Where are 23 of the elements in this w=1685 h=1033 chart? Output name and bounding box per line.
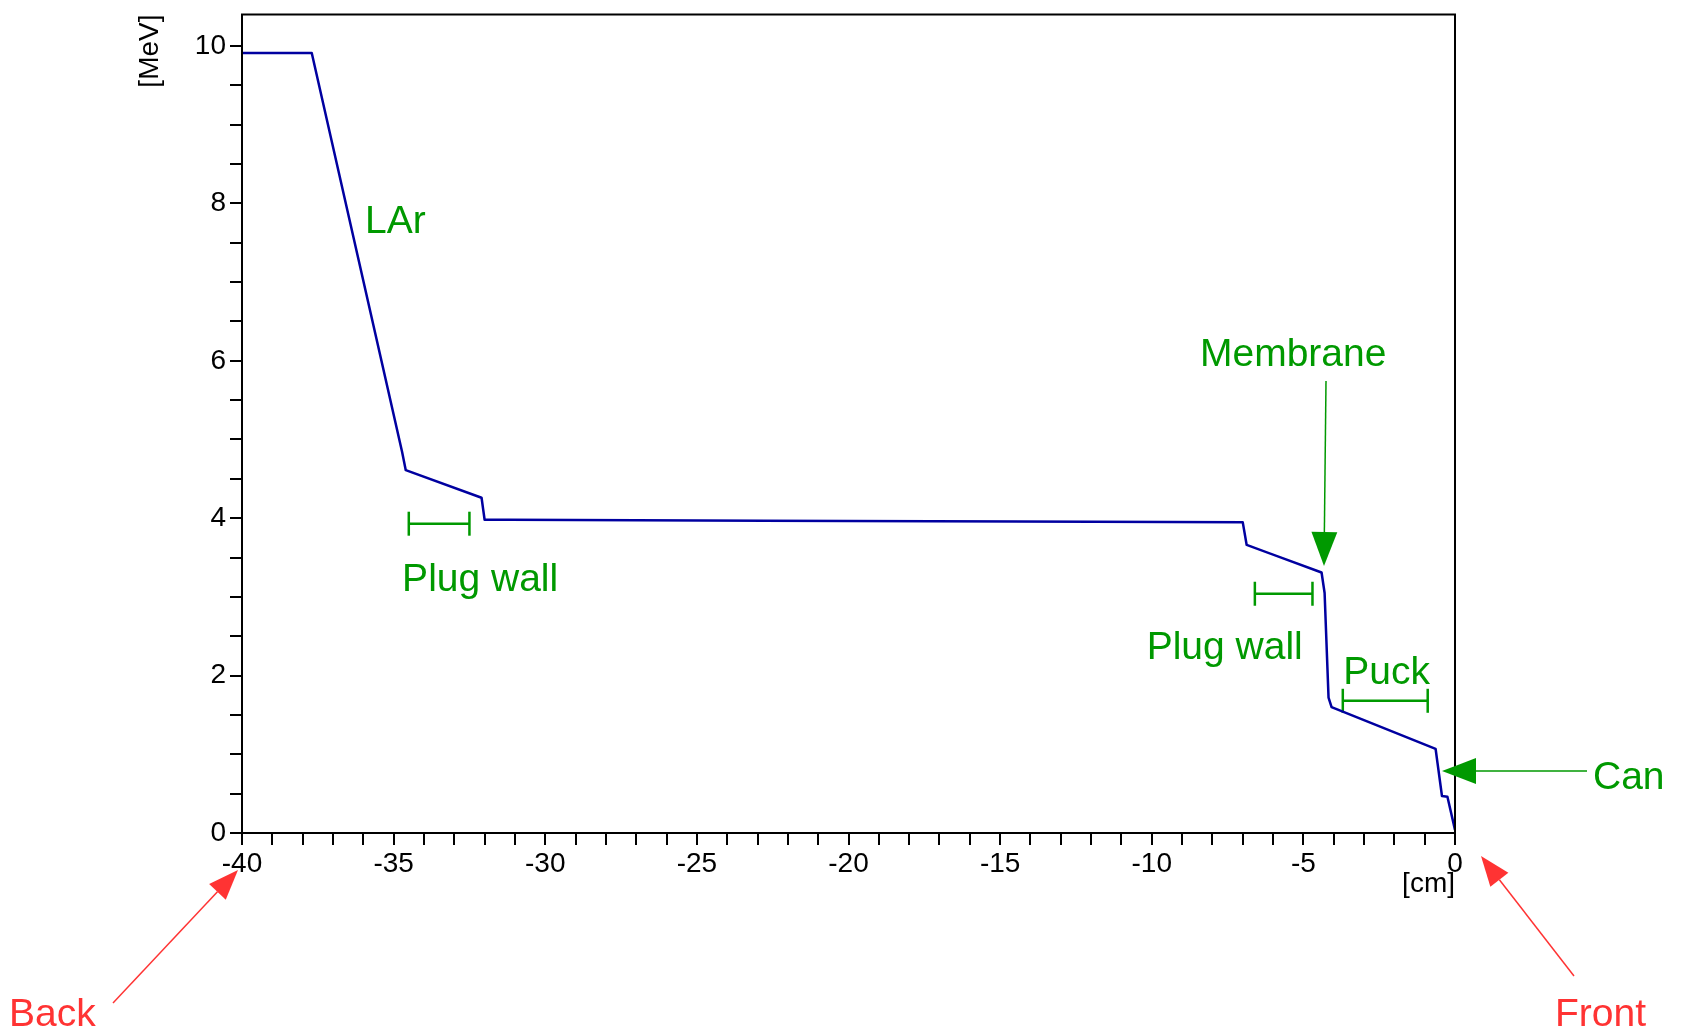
- y-tick-label: 2: [210, 658, 226, 690]
- annotation: LAr: [365, 198, 426, 241]
- x-tick-label: -10: [1131, 846, 1172, 878]
- text: Back: [9, 991, 97, 1033]
- y-tick-label: 10: [194, 28, 226, 60]
- x-tick-label: -20: [828, 846, 869, 878]
- text: Front: [1555, 991, 1647, 1033]
- annotation: Plug wall: [1146, 623, 1303, 667]
- annotation: Membrane: [1200, 331, 1387, 374]
- y-tick-label: 4: [210, 500, 226, 532]
- text: Can: [1593, 754, 1665, 797]
- y-tick-label: 8: [210, 186, 226, 218]
- y-tick-label: 6: [210, 343, 226, 375]
- x-tick-label: -40: [221, 846, 263, 878]
- annotation: Plug wall: [402, 555, 559, 599]
- x-tick-label: -30: [525, 846, 566, 878]
- x-tick-label: -25: [676, 846, 718, 878]
- y-tick-label: 0: [210, 815, 226, 847]
- x-tick-label: -15: [979, 846, 1021, 878]
- annotation: Puck: [1343, 648, 1431, 692]
- x-tick-label: -5: [1290, 846, 1316, 878]
- x-tick-label: -35: [373, 846, 414, 878]
- y-axis-title: [MeV]: [132, 14, 164, 88]
